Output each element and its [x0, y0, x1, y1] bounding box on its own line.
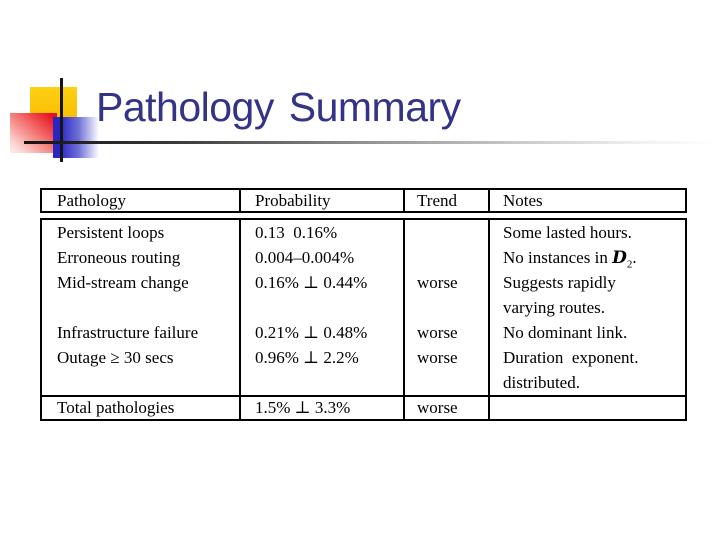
- cell-probability: [241, 370, 405, 395]
- total-notes: [490, 397, 685, 419]
- column-header-notes: Notes: [503, 191, 543, 210]
- cell-notes: No instances in D2.: [490, 245, 685, 270]
- cell-notes: varying routes.: [503, 298, 605, 317]
- subscript-2: 2: [626, 258, 633, 270]
- cell-pathology: Erroneous routing: [42, 245, 241, 270]
- cell-probability: 0.96% ⊥ 2.2%: [241, 345, 405, 370]
- cell-probability: 0.004–0.004%: [241, 245, 405, 270]
- table-body: Persistent loops 0.13 0.16% Some lasted …: [42, 220, 685, 395]
- cell-notes: Some lasted hours.: [503, 223, 632, 242]
- title-underline: [24, 141, 720, 144]
- page-title: Pathology Summary: [96, 84, 461, 130]
- table-body-box: Persistent loops 0.13 0.16% Some lasted …: [40, 218, 687, 421]
- cell-notes: distributed.: [503, 373, 580, 392]
- column-header-trend: Trend: [405, 190, 490, 211]
- accent-square-red: [10, 113, 57, 153]
- cell-trend: worse: [405, 320, 490, 345]
- total-pathology: Total pathologies: [42, 397, 241, 419]
- cell-pathology: Persistent loops: [42, 220, 241, 245]
- cell-notes: Suggests rapidly: [503, 273, 616, 292]
- cell-probability: 0.13 0.16%: [241, 220, 405, 245]
- cell-trend: [405, 220, 490, 245]
- cell-pathology: [42, 295, 241, 320]
- cell-notes: No dominant link.: [503, 323, 628, 342]
- column-header-probability: Probability: [241, 190, 405, 211]
- cell-pathology: Mid-stream change: [42, 270, 241, 295]
- cell-probability: 0.16% ⊥ 0.44%: [241, 270, 405, 295]
- total-trend: worse: [405, 397, 490, 419]
- notes-text: .: [632, 248, 637, 267]
- column-header-pathology: Pathology: [42, 190, 241, 211]
- cell-probability: 0.21% ⊥ 0.48%: [241, 320, 405, 345]
- total-probability: 1.5% ⊥ 3.3%: [241, 397, 405, 419]
- script-d-symbol: D: [612, 248, 627, 268]
- notes-text: No instances in: [503, 248, 613, 267]
- cell-trend: [405, 370, 490, 395]
- cell-probability: [241, 295, 405, 320]
- cell-trend: [405, 245, 490, 270]
- cell-pathology: [42, 370, 241, 395]
- cell-pathology: Outage ≥ 30 secs: [42, 345, 241, 370]
- cell-notes: Duration exponent.: [503, 348, 639, 367]
- table-total-row: Total pathologies 1.5% ⊥ 3.3% worse: [42, 395, 685, 419]
- cell-trend: worse: [405, 345, 490, 370]
- crosshair-vertical-line: [60, 78, 63, 162]
- table-header-box: Pathology Probability Trend Notes: [40, 188, 687, 213]
- cell-trend: worse: [405, 270, 490, 295]
- cell-pathology: Infrastructure failure: [42, 320, 241, 345]
- pathology-summary-table: Pathology Probability Trend Notes Persis…: [40, 188, 687, 421]
- cell-trend: [405, 295, 490, 320]
